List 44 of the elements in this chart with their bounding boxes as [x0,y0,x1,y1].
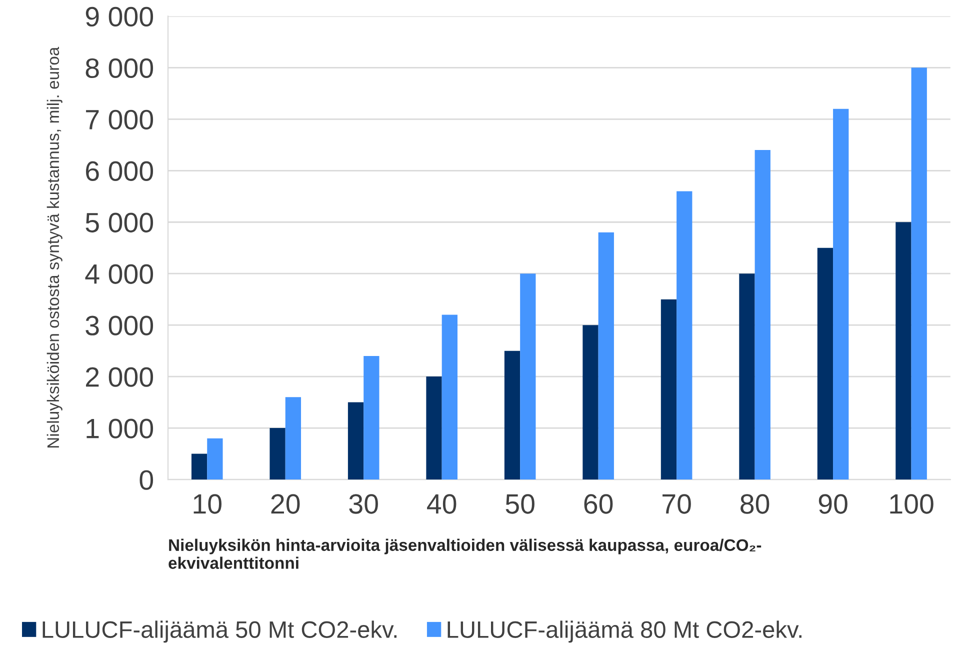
bar [582,325,598,480]
bar [270,428,286,480]
bar [191,454,208,480]
bar [207,438,223,480]
bar [504,350,520,480]
y-tick-label: 6 000 [86,161,154,181]
x-tick-label: 10 [194,494,222,514]
x-tick-label: 40 [427,494,456,514]
bar [348,402,364,480]
y-tick-label: 4 000 [85,264,154,284]
bar [896,222,912,480]
y-tick-label: 9 000 [86,6,154,27]
bar [285,397,302,480]
bar [364,356,380,480]
bar [660,299,677,480]
x-axis-title: Nieluyksikön hinta-arvioita jäsenvaltioiden välisessä kaupassa, euroa/CO₂- ekvivalenttitonni [168,538,762,569]
y-tick-label: 3 000 [86,316,154,336]
x-tick-label: 30 [349,494,378,514]
x-tick-label: 80 [740,494,770,514]
x-tick-label: 70 [662,494,691,514]
bar [817,248,834,480]
bar [442,314,458,480]
y-tick-label: 2 000 [86,367,154,387]
legend-label: LULUCF-alijäämä 50 Mt CO2-ekv. [42,620,396,643]
x-tick-label: 60 [584,494,613,514]
x-tick-label: 100 [890,494,934,514]
bar [598,232,614,480]
bar [833,108,849,480]
y-tick-label: 5 000 [86,212,154,232]
bar [911,68,927,480]
x-tick-label: 20 [271,494,300,514]
y-tick-label: 1 000 [86,418,154,438]
bar [426,376,442,480]
y-tick-label: 7 000 [86,110,154,130]
legend-label: LULUCF-alijäämä 80 Mt CO2-ekv. [448,620,802,643]
bar [739,274,755,480]
y-tick-label: 0 [140,470,154,490]
bar [754,150,770,480]
x-tick-label: 50 [506,494,534,514]
x-tick-label: 90 [818,494,848,514]
y-axis-title: Nieluyksiköiden ostosta syntyvä kustannus, milj. euroa [46,46,62,448]
y-tick-label: 8 000 [86,58,154,78]
bar [520,274,536,480]
bar [676,191,692,480]
